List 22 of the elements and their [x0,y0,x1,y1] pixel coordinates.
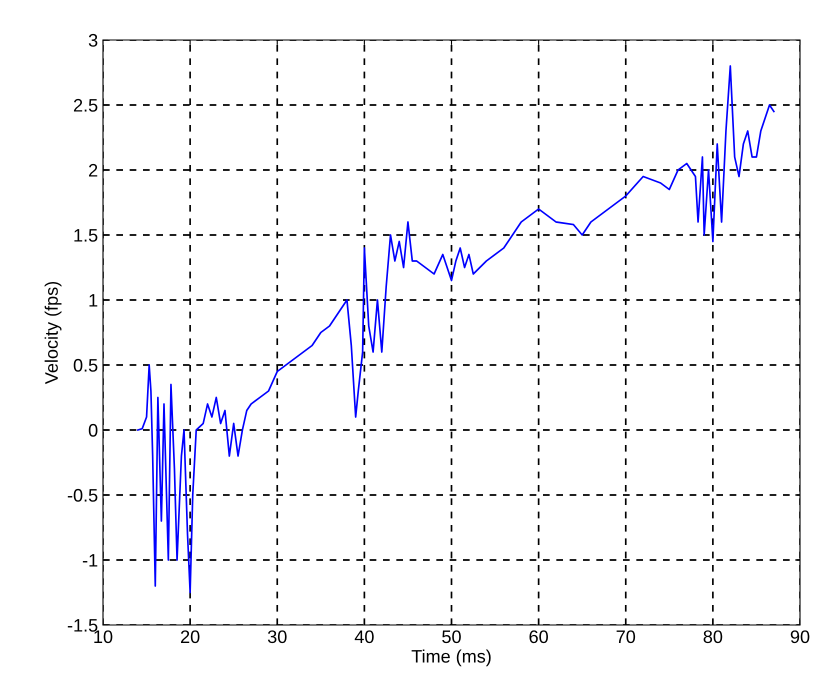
x-tick-label: 10 [94,630,112,644]
x-tick-label: 40 [354,630,374,644]
y-tick-label: 2.5 [74,98,98,112]
y-tick-label: 1.5 [74,229,98,242]
y-axis-title: Velocity (fps) [44,282,62,384]
x-tick-label: 60 [530,630,548,644]
x-tick-label: 90 [790,630,810,644]
x-axis-title: Time (ms) [412,649,491,666]
y-tick-label: 2 [89,164,98,177]
y-tick-label: 0.5 [74,358,98,372]
x-tick-label: 70 [616,630,636,644]
x-tick-label: 50 [442,630,461,644]
y-tick-label: -1.5 [68,619,98,632]
y-tick-label: -0.5 [68,488,98,502]
y-tick-label: 0 [88,424,98,437]
y-tick-label: -1 [82,554,98,567]
y-tick-label: 3 [88,34,98,47]
line-series [137,65,775,594]
x-tick-label: 80 [704,630,722,644]
x-tick-label: 30 [268,630,287,644]
y-tick-label: 1 [89,294,98,307]
x-tick-label: 20 [180,630,200,644]
